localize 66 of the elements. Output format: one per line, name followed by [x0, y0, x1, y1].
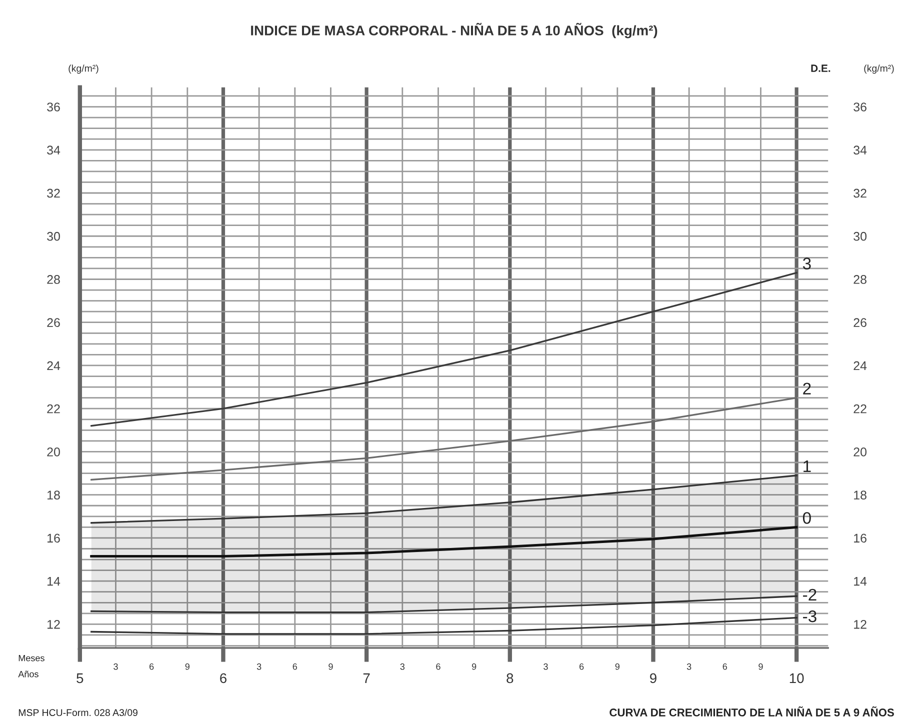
text: Años [18, 670, 38, 678]
y-tick-label: 36 [47, 102, 60, 112]
x-tick-label: 8 [506, 673, 514, 684]
y2-tick-label: 34 [854, 146, 867, 155]
x-tick-label: 5 [76, 673, 84, 684]
line-series [90, 595, 798, 614]
y2-tick-label: 24 [854, 361, 867, 370]
series-label: -3 [803, 610, 816, 622]
y2-tick-label: 26 [854, 318, 866, 328]
x-tick-label: 10 [790, 673, 804, 684]
y-tick-label: 22 [47, 404, 60, 414]
line-series [90, 272, 798, 427]
y-axis-title: (kg/m²) [68, 64, 98, 74]
x-tick-label: 6 [220, 673, 226, 684]
text: 6 [722, 663, 728, 670]
y2-tick-label: 16 [854, 534, 866, 543]
y-tick-label: 18 [48, 490, 60, 500]
y-tick-label: 12 [48, 620, 60, 629]
y2-axis-title: (kg/m²) [864, 64, 894, 74]
text: 6 [292, 663, 298, 670]
y-tick-label: 24 [47, 361, 60, 370]
y2-tick-label: 20 [854, 448, 867, 456]
text: 9 [328, 663, 333, 670]
y2-tick-label: 36 [854, 102, 866, 112]
text: 9 [185, 663, 190, 670]
text: 3 [686, 663, 692, 670]
text: 6 [580, 663, 584, 670]
line-series [90, 526, 798, 558]
y-tick-label: 34 [47, 146, 60, 155]
text: 3 [256, 663, 262, 670]
text: CURVA DE CRECIMIENTO DE LA NIÑA DE 5 A 9 AÑOS [610, 706, 894, 716]
text: 6 [436, 663, 440, 670]
line-series [90, 616, 798, 635]
chart-title: INDICE DE MASA CORPORAL - NIÑA DE 5 A 10 AÑOS (kg/m²) [251, 22, 658, 38]
text: D.E. [811, 64, 830, 72]
y-tick-label: 28 [47, 275, 60, 284]
y-tick-label: 16 [48, 534, 60, 543]
text: 9 [615, 663, 620, 670]
y-tick-label: 14 [48, 577, 60, 586]
y-tick-label: 30 [47, 232, 60, 241]
series-label: 2 [803, 382, 811, 394]
series-label: -2 [803, 588, 816, 600]
line-series [90, 474, 798, 524]
y-tick-label: 20 [47, 448, 60, 456]
y2-tick-label: 14 [854, 577, 867, 586]
text: 3 [400, 663, 405, 670]
text: 9 [758, 663, 763, 670]
y-tick-label: 32 [47, 188, 60, 198]
text: MSP HCU-Form. 028 A3/09 [18, 708, 138, 716]
y2-tick-label: 12 [854, 620, 866, 629]
y2-tick-label: 32 [854, 188, 866, 198]
series-label: 1 [804, 460, 811, 472]
text: 3 [544, 663, 548, 670]
y2-tick-label: 30 [854, 232, 867, 241]
y2-tick-label: 22 [854, 404, 866, 414]
x-tick-label: 7 [363, 673, 370, 683]
series-label: 0 [802, 512, 811, 524]
series-label: 3 [802, 258, 811, 270]
text: Meses [18, 654, 44, 662]
y2-tick-label: 28 [854, 275, 866, 284]
y2-tick-label: 18 [854, 490, 866, 500]
text: 3 [114, 663, 118, 670]
text: 6 [150, 663, 154, 670]
text: 9 [472, 663, 476, 670]
x-tick-label: 9 [650, 673, 656, 684]
y-tick-label: 26 [47, 318, 60, 328]
